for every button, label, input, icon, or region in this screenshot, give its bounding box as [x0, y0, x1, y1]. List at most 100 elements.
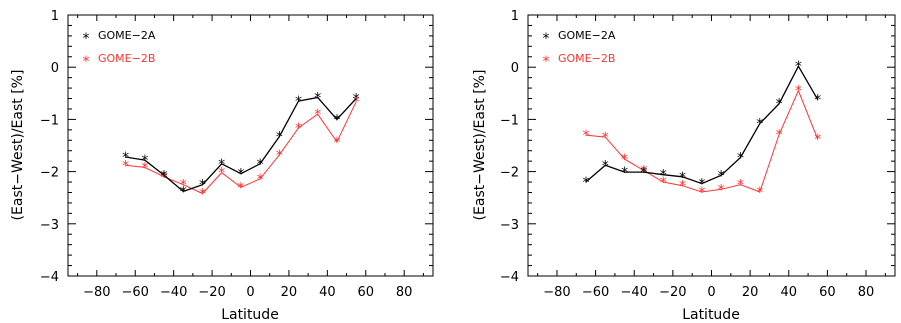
legend-label-gome2b: GOME−2B — [558, 52, 615, 65]
data-point-gome2b: * — [582, 128, 589, 144]
data-point-gome2b: * — [333, 135, 340, 151]
ticks-right — [528, 14, 895, 277]
x-tick-label: 0 — [707, 285, 715, 300]
data-point-gome2a: * — [621, 165, 628, 181]
data-point-gome2a: * — [660, 168, 667, 184]
data-point-gome2a: * — [141, 153, 148, 169]
x-tick-label: 40 — [319, 285, 336, 300]
data-point-gome2b: * — [737, 178, 744, 194]
y-axis-title-right: (East−West)/East [%] — [472, 70, 488, 221]
legend-marker-gome2b: * — [83, 54, 90, 70]
data-point-gome2a: * — [814, 93, 821, 109]
legend-right: * GOME−2A * GOME−2B — [543, 29, 616, 70]
chart-right: −80 −60 −40 −20 0 20 40 60 80−4−3−2−101 * **** * * *… — [472, 9, 896, 323]
y-tick-label: −1 — [40, 113, 59, 128]
data-point-gome2a: * — [199, 178, 206, 194]
x-tick-label: 60 — [357, 285, 374, 300]
y-tick-label: −2 — [40, 166, 59, 181]
x-tick-label: −40 — [160, 285, 187, 300]
x-tick-label: 40 — [780, 285, 797, 300]
x-tick-label: 80 — [396, 285, 413, 300]
series-layer-right: * **** * * * * ****** * * * * ******* — [582, 59, 821, 201]
data-point-gome2b: * — [776, 128, 783, 144]
x-tick-label: −40 — [621, 285, 648, 300]
x-tick-label: −80 — [83, 285, 110, 300]
x-tick-label: 20 — [742, 285, 759, 300]
data-point-gome2a: * — [353, 92, 360, 108]
y-tick-label: 1 — [51, 9, 59, 24]
data-point-gome2b: * — [199, 187, 206, 203]
data-point-gome2a: * — [295, 94, 302, 110]
x-tick-label: −60 — [582, 285, 609, 300]
x-tick-label: −60 — [122, 285, 149, 300]
x-tick-label: −80 — [543, 285, 570, 300]
data-point-gome2a: * — [776, 97, 783, 113]
y-tick-label: 1 — [511, 9, 519, 24]
data-point-gome2a: * — [218, 157, 225, 173]
y-tick-label: 0 — [51, 61, 59, 76]
x-axis-title-left: Latitude — [221, 307, 279, 323]
data-point-gome2b: * — [621, 152, 628, 168]
data-point-gome2b: * — [698, 185, 705, 201]
data-point-gome2b: * — [756, 185, 763, 201]
data-point-gome2a: * — [314, 90, 321, 106]
data-point-gome2a: * — [122, 150, 129, 166]
data-point-gome2a: * — [582, 175, 589, 191]
data-point-gome2a: * — [698, 177, 705, 193]
y-tick-label: −4 — [500, 270, 519, 285]
data-point-gome2a: * — [679, 170, 686, 186]
series-layer-left: * ** *********** *** ****** *** — [122, 90, 360, 202]
x-tick-label: 20 — [281, 285, 298, 300]
y-tick-label: −3 — [500, 218, 519, 233]
data-point-gome2b: * — [122, 158, 129, 174]
data-point-gome2a: * — [161, 168, 168, 184]
ticks-left — [68, 14, 433, 277]
y-tick-label: 0 — [511, 61, 519, 76]
legend-label-gome2b: GOME−2B — [98, 52, 155, 65]
data-point-gome2a: * — [276, 130, 283, 146]
tick-labels-left: −80 −60 −40 −20 0 20 40 60 80 −4 −3 −2 −1 0 1 — [40, 9, 413, 300]
data-point-gome2a: * — [756, 117, 763, 133]
data-point-gome2b: * — [257, 172, 264, 188]
data-point-gome2b: * — [161, 170, 168, 186]
chart-left: −80 −60 −40 −20 0 20 40 60 80−4−3−2−101 * ** *****… — [10, 9, 434, 323]
data-point-gome2b: * — [679, 179, 686, 195]
data-point-gome2a: * — [257, 157, 264, 173]
data-point-gome2b: * — [602, 130, 609, 146]
data-point-gome2a: * — [718, 168, 725, 184]
x-tick-label: 0 — [246, 285, 254, 300]
x-tick-label: −20 — [659, 285, 686, 300]
data-point-gome2a: * — [737, 151, 744, 167]
data-point-gome2a: * — [180, 184, 187, 200]
data-point-gome2b: * — [353, 95, 360, 111]
x-axis-title-right: Latitude — [682, 307, 740, 323]
legend-marker-gome2a: * — [543, 31, 550, 47]
legend-marker-gome2b: * — [543, 54, 550, 70]
data-point-gome2b: * — [295, 121, 302, 137]
y-tick-label: −4 — [40, 270, 59, 285]
series-line-gome2a — [585, 64, 819, 185]
data-point-gome2a: * — [333, 112, 340, 128]
data-point-gome2a: * — [795, 59, 802, 75]
data-point-gome2b: * — [718, 182, 725, 198]
y-tick-label: −2 — [500, 166, 519, 181]
legend-label-gome2a: GOME−2A — [98, 29, 156, 42]
data-point-gome2b: * — [237, 180, 244, 196]
legend-label-gome2a: GOME−2A — [558, 29, 616, 42]
data-point-gome2a: * — [640, 165, 647, 181]
legend-left: * GOME−2A * GOME−2B — [83, 29, 156, 70]
x-tick-label: −20 — [198, 285, 225, 300]
series-line-gome2b — [585, 89, 819, 193]
series-line-gome2b — [125, 101, 357, 195]
data-point-gome2b: * — [141, 160, 148, 176]
data-point-gome2b: * — [660, 175, 667, 191]
y-axis-title-left: (East−West)/East [%] — [10, 70, 26, 221]
legend-marker-gome2a: * — [83, 31, 90, 47]
data-point-gome2b: * — [180, 178, 187, 194]
data-point-gome2b: * — [314, 107, 321, 123]
tick-labels-right: −80 −60 −40 −20 0 20 40 60 80 −4 −3 −2 −1 0 1 — [500, 9, 874, 300]
y-tick-label: −1 — [500, 113, 519, 128]
x-tick-label: 80 — [858, 285, 875, 300]
data-point-gome2a: * — [602, 158, 609, 174]
